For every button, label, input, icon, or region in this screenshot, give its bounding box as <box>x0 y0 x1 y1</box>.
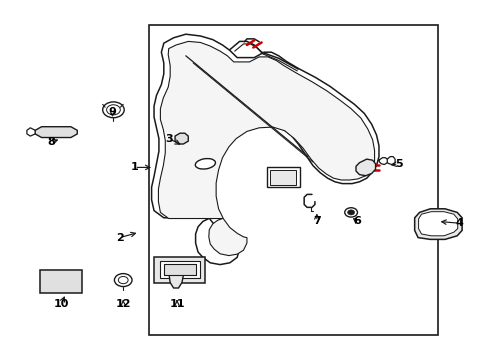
Text: 3: 3 <box>164 134 172 144</box>
Polygon shape <box>158 41 374 256</box>
Polygon shape <box>154 257 205 283</box>
Text: 7: 7 <box>312 216 320 226</box>
Polygon shape <box>151 34 378 265</box>
Polygon shape <box>418 212 457 236</box>
Text: 10: 10 <box>53 299 69 309</box>
Text: 4: 4 <box>455 218 463 228</box>
Text: 6: 6 <box>352 216 360 226</box>
Text: 5: 5 <box>394 159 402 169</box>
Polygon shape <box>175 133 188 144</box>
Text: 2: 2 <box>116 233 123 243</box>
Circle shape <box>347 210 354 215</box>
Text: 8: 8 <box>47 137 55 147</box>
Text: 9: 9 <box>108 107 116 117</box>
Bar <box>149 25 437 335</box>
Polygon shape <box>169 266 183 288</box>
Text: 1: 1 <box>130 162 138 172</box>
Text: 12: 12 <box>115 299 131 309</box>
Polygon shape <box>414 209 461 239</box>
Bar <box>163 264 195 275</box>
Bar <box>270 170 295 185</box>
Text: 11: 11 <box>169 299 184 309</box>
Polygon shape <box>160 261 199 278</box>
Ellipse shape <box>195 158 215 169</box>
Polygon shape <box>35 127 77 138</box>
Bar <box>40 270 81 293</box>
Polygon shape <box>355 159 375 176</box>
Bar <box>266 167 299 187</box>
